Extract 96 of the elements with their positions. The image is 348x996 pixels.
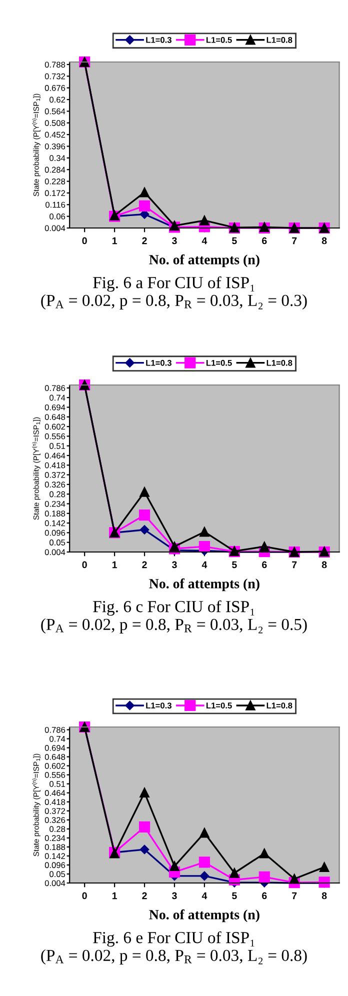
y-tick-label: 0.096	[44, 862, 66, 868]
x-tick-label: 6	[262, 237, 267, 244]
x-tick-label: 2	[142, 892, 147, 900]
y-tick-label: 0.732	[44, 73, 66, 80]
y-tick-label: 0.228	[44, 178, 66, 184]
y-tick-label: 0.694	[44, 404, 66, 410]
x-tick-label: 2	[142, 237, 147, 244]
y-tick-label: 0.51	[50, 443, 66, 449]
y-tick-label: 0.116	[46, 202, 66, 208]
y-tick-label: 0.74	[50, 736, 66, 742]
legend-label: L1=0.5	[206, 702, 232, 708]
y-tick-label: 0.326	[44, 482, 66, 488]
y-tick-label: 0.62	[50, 96, 66, 103]
y-tick-label: 0.34	[50, 155, 66, 162]
x-tick-label: 1	[112, 237, 117, 244]
y-tick-label: 0.372	[44, 472, 66, 478]
y-tick-label: 0.004	[44, 549, 66, 556]
y-tick-label: 0.06	[50, 214, 66, 220]
y-tick-label: 0.418	[44, 799, 66, 805]
y-tick-label: 0.004	[44, 225, 66, 232]
x-tick-label: 4	[202, 237, 208, 244]
caption: Fig. 6 e For CIU of ISP₁	[93, 931, 254, 947]
y-tick-label: 0.28	[50, 491, 66, 498]
y-tick-label: 0.648	[44, 754, 66, 760]
y-tick-label: 0.648	[44, 414, 66, 420]
text: (P$_{A}$ = 0.02, p = 0.8, P$_{R}$ = 0.03, L₂ = 0.8)	[41, 949, 307, 964]
y-tick-label: 0.096	[44, 530, 66, 536]
legend-label: L1=0.5	[206, 360, 232, 366]
y-tick-label: 0.05	[50, 540, 66, 546]
x-tick-label: 6	[262, 892, 267, 900]
legend-label: L1=0.3	[146, 360, 172, 366]
x-tick-label: 8	[322, 237, 327, 244]
x-tick-label: 2	[142, 561, 147, 568]
y-tick-label: 0.188	[44, 844, 66, 850]
y-tick-label: 0.396	[44, 143, 66, 150]
x-tick-label: 7	[292, 892, 297, 900]
y-tick-label: 0.142	[44, 853, 66, 860]
y-tick-label: 0.234	[44, 835, 66, 842]
x-tick-label: 7	[292, 237, 297, 244]
y-tick-label: 0.676	[44, 85, 66, 91]
y-tick-label: 0.452	[44, 132, 66, 138]
x-tick-label: 1	[112, 561, 117, 568]
y-tick-label: 0.326	[44, 817, 66, 823]
y-tick-label: 0.418	[44, 462, 66, 468]
y-tick-label: 0.05	[50, 871, 66, 878]
y-tick-label: 0.234	[44, 500, 66, 507]
caption: Fig. 6 a For CIU of ISP₁	[93, 276, 254, 292]
y-tick-label: 0.74	[50, 394, 66, 401]
y-tick-label: 0.788	[44, 62, 66, 68]
y-tick-label: 0.564	[44, 108, 66, 114]
x-tick-label: 3	[172, 237, 177, 244]
x-tick-label: 6	[262, 561, 267, 568]
legend-label: L1=0.5	[206, 36, 232, 43]
y-tick-label: 0.372	[44, 808, 66, 814]
x-axis-title: No. of attempts (n)	[149, 909, 260, 922]
x-axis-title: No. of attempts (n)	[149, 254, 260, 268]
y-tick-label: 0.602	[44, 424, 66, 430]
y-tick-label: 0.556	[44, 772, 66, 778]
x-tick-label: 8	[322, 892, 327, 900]
x-tick-label: 1	[112, 892, 117, 900]
y-tick-label: 0.786	[44, 726, 66, 733]
x-axis-title: No. of attempts (n)	[149, 578, 260, 592]
x-tick-label: 5	[232, 561, 237, 568]
x-tick-label: 0	[82, 561, 87, 568]
y-tick-label: 0.602	[44, 763, 66, 769]
x-tick-label: 3	[172, 892, 177, 900]
y-tick-label: 0.508	[44, 120, 66, 126]
y-tick-label: 0.786	[44, 385, 66, 392]
y-tick-label: 0.694	[44, 744, 66, 751]
legend-label: L1=0.8	[266, 702, 292, 708]
x-tick-label: 5	[232, 892, 237, 900]
y-tick-label: 0.464	[44, 452, 66, 459]
x-tick-label: 0	[82, 237, 87, 244]
y-tick-label: 0.284	[44, 166, 66, 173]
text: (P$_{A}$ = 0.02, p = 0.8, P$_{R}$ = 0.03, L₂ = 0.5)	[41, 618, 307, 634]
y-tick-label: 0.28	[50, 826, 66, 832]
x-tick-label: 7	[292, 561, 297, 568]
x-tick-label: 3	[172, 561, 177, 568]
y-tick-label: 0.556	[44, 433, 66, 440]
caption: Fig. 6 c For CIU of ISP₁	[93, 600, 254, 616]
legend-label: L1=0.3	[146, 702, 172, 709]
x-tick-label: 8	[322, 561, 327, 568]
y-tick-label: 0.188	[44, 510, 66, 516]
legend-label: L1=0.8	[266, 360, 292, 366]
y-tick-label: 0.172	[44, 190, 66, 196]
text: (P$_{A}$ = 0.02, p = 0.8, P$_{R}$ = 0.03, L₂ = 0.3)	[41, 294, 307, 310]
y-tick-label: 0.004	[44, 880, 66, 886]
x-tick-label: 4	[202, 892, 208, 900]
y-tick-label: 0.142	[44, 520, 66, 526]
legend-label: L1=0.3	[146, 36, 172, 43]
x-tick-label: 5	[232, 237, 237, 244]
x-tick-label: 0	[82, 892, 87, 900]
y-tick-label: 0.464	[44, 790, 66, 796]
y-tick-label: 0.51	[50, 781, 66, 787]
legend-label: L1=0.8	[266, 36, 292, 43]
x-tick-label: 4	[202, 561, 208, 568]
